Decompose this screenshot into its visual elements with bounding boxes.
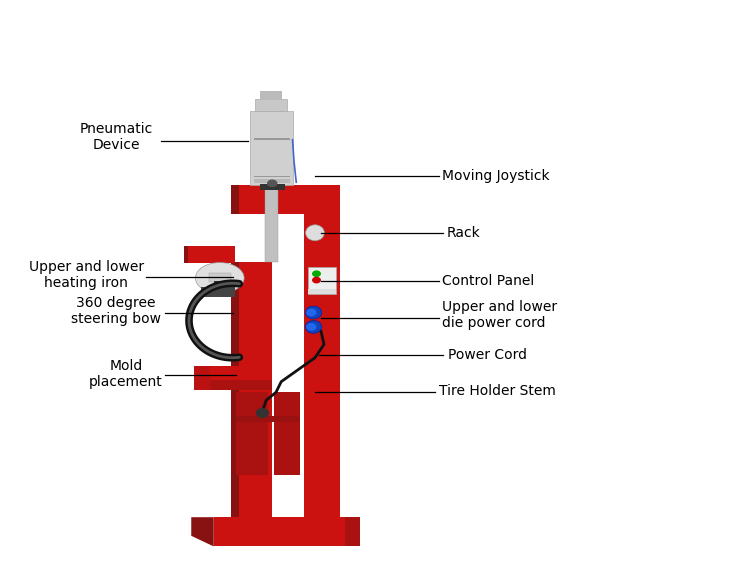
Text: Pneumatic
Device: Pneumatic Device: [80, 122, 153, 152]
Text: Power Cord: Power Cord: [448, 347, 526, 361]
Bar: [231, 185, 340, 214]
Bar: [304, 214, 340, 517]
Bar: [231, 262, 238, 517]
Circle shape: [307, 309, 316, 315]
Bar: [214, 517, 345, 547]
Ellipse shape: [305, 306, 322, 319]
Bar: [184, 246, 235, 263]
Bar: [255, 99, 286, 110]
Bar: [231, 262, 272, 517]
Bar: [231, 185, 238, 214]
Bar: [265, 185, 278, 262]
Text: Moving Joystick: Moving Joystick: [442, 169, 550, 183]
Bar: [254, 138, 290, 140]
Bar: [214, 281, 230, 287]
Text: Tire Holder Stem: Tire Holder Stem: [439, 383, 556, 397]
Bar: [308, 267, 336, 294]
Bar: [345, 517, 360, 547]
Bar: [236, 416, 300, 422]
Bar: [254, 179, 290, 184]
Bar: [308, 289, 336, 294]
Circle shape: [313, 278, 320, 283]
Text: Upper and lower
heating iron: Upper and lower heating iron: [28, 260, 144, 290]
Bar: [194, 365, 272, 382]
Ellipse shape: [305, 321, 322, 333]
Ellipse shape: [306, 225, 324, 241]
Circle shape: [268, 180, 277, 187]
Bar: [260, 184, 285, 190]
Bar: [194, 365, 210, 390]
Text: Rack: Rack: [447, 226, 481, 240]
Polygon shape: [191, 517, 214, 547]
Bar: [254, 176, 290, 177]
Bar: [250, 110, 293, 185]
Bar: [274, 392, 300, 475]
Circle shape: [307, 324, 316, 330]
Circle shape: [313, 271, 320, 277]
Ellipse shape: [195, 263, 244, 293]
Circle shape: [256, 409, 268, 417]
Bar: [201, 287, 235, 296]
Bar: [194, 380, 272, 390]
Bar: [236, 392, 268, 475]
Bar: [260, 91, 282, 99]
Bar: [184, 246, 188, 263]
Text: 360 degree
steering bow: 360 degree steering bow: [71, 296, 161, 326]
Bar: [209, 272, 231, 282]
Text: Upper and lower
die power cord: Upper and lower die power cord: [442, 300, 557, 330]
Text: PRODUCT DETAILS: PRODUCT DETAILS: [245, 14, 505, 38]
Text: Mold
placement: Mold placement: [89, 358, 163, 389]
Text: Control Panel: Control Panel: [442, 274, 535, 288]
